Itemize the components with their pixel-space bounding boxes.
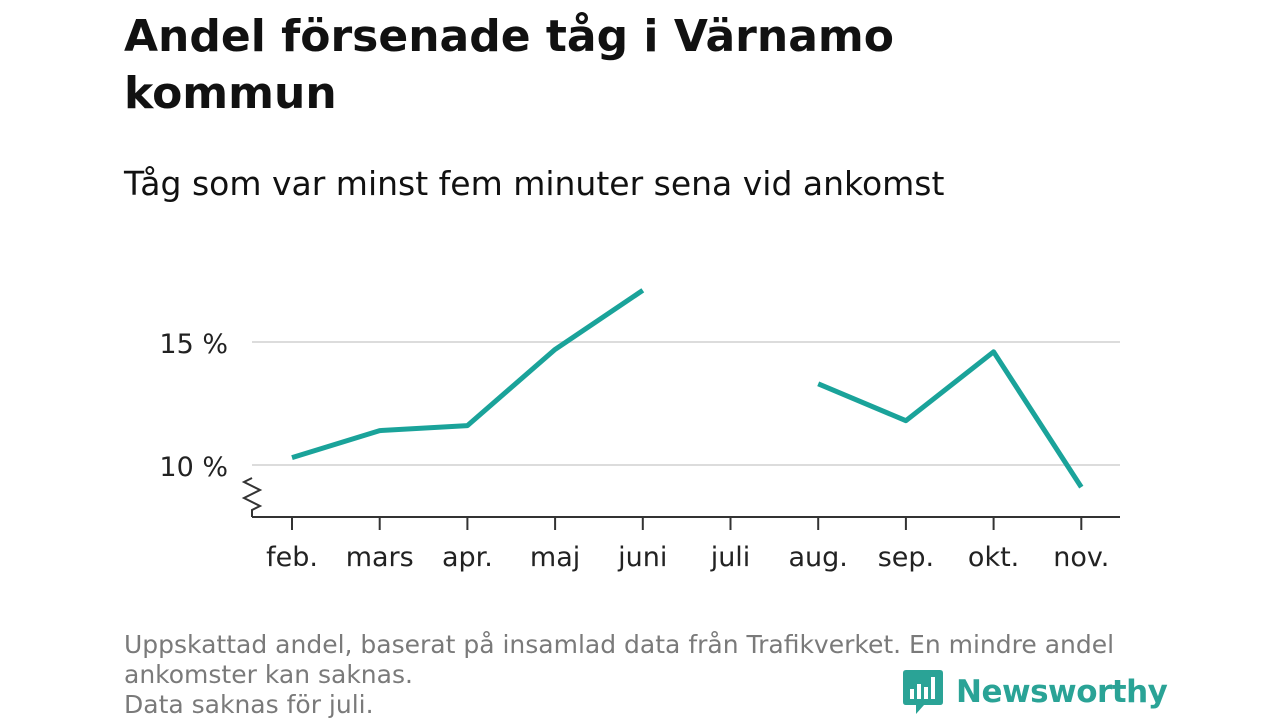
x-tick-label: sep. xyxy=(878,542,934,573)
footnote-line: ankomster kan saknas. xyxy=(124,660,413,689)
series-line-segment xyxy=(291,288,645,460)
y-tick-label: 10 % xyxy=(159,452,228,483)
gridlines xyxy=(252,341,1120,466)
logo-text: Newsworthy xyxy=(956,674,1168,710)
chart-subtitle: Tåg som var minst fem minuter sena vid a… xyxy=(124,164,945,203)
line-chart: 10 % 15 % feb. mars apr. maj juni juli aug. sep.… xyxy=(159,288,1120,573)
x-tick-label: mars xyxy=(346,542,414,573)
chart-title: Andel försenade tåg i Värnamo kommun xyxy=(124,11,894,119)
series-line xyxy=(291,288,1084,489)
x-tick-label: maj xyxy=(530,542,580,573)
x-axis-ticks: feb. mars apr. maj juni juli aug. sep. okt. nov. xyxy=(266,517,1109,573)
x-tick-label: juni xyxy=(617,542,667,573)
footnote-line: Data saknas för juli. xyxy=(124,690,374,719)
x-tick-label: feb. xyxy=(266,542,318,573)
footnote-line: Uppskattad andel, baserat på insamlad da… xyxy=(124,630,1115,659)
x-tick-label: okt. xyxy=(968,542,1019,573)
x-axis xyxy=(241,477,1120,518)
footnote: Uppskattad andel, baserat på insamlad da… xyxy=(124,630,1164,720)
y-axis-break-icon xyxy=(241,477,263,517)
x-tick-label: juli xyxy=(710,542,751,573)
x-tick-label: nov. xyxy=(1053,542,1109,573)
x-tick-label: aug. xyxy=(789,542,848,573)
newsworthy-logo: Newsworthy xyxy=(902,668,1168,716)
x-tick-label: apr. xyxy=(442,542,493,573)
y-tick-label: 15 % xyxy=(159,329,228,360)
series-line-segment xyxy=(817,349,1084,489)
y-axis-ticks: 10 % 15 % xyxy=(159,329,228,483)
bar-chart-speech-bubble-icon xyxy=(903,670,943,714)
